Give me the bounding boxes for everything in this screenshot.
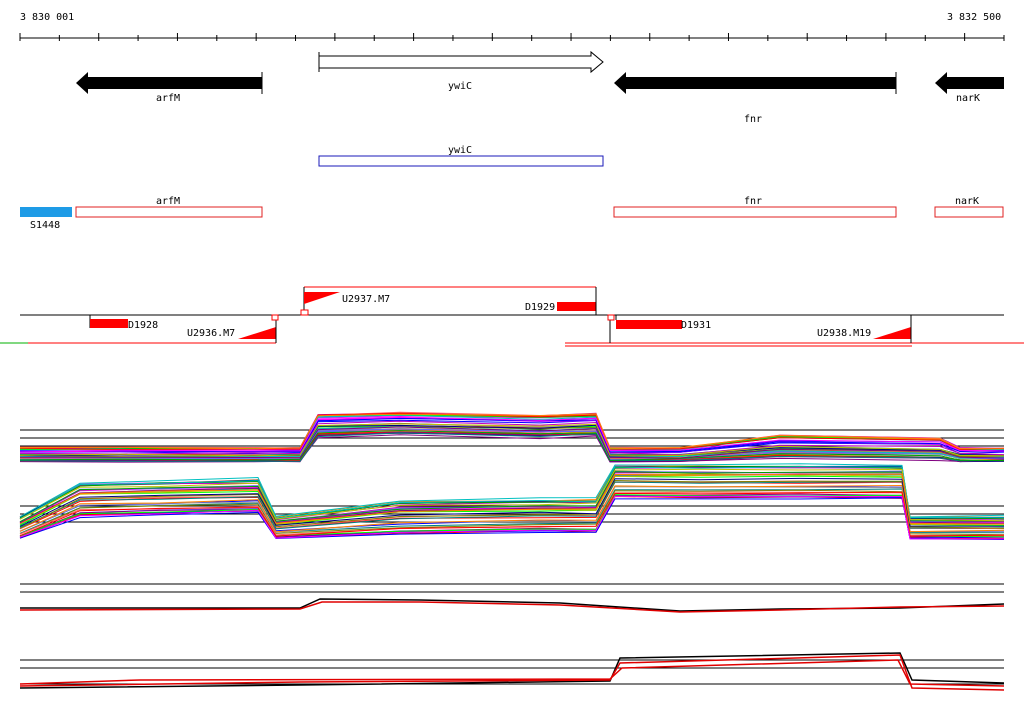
gene-arrow-ywiC[interactable] — [318, 50, 604, 74]
u2936-marker — [271, 314, 279, 321]
cds-label-ywiC: ywiC — [448, 145, 472, 156]
segment-D1931[interactable] — [616, 320, 682, 329]
expression-track-1 — [19, 411, 1005, 463]
gene-arrow-arfM[interactable] — [76, 72, 262, 94]
ruler-start-label: 3 830 001 — [20, 12, 75, 23]
ruler-ticks — [19, 33, 1005, 41]
expression-profile-line — [19, 654, 1005, 691]
gene-label-arfM: arfM — [156, 93, 180, 104]
segment-label-D1931: D1931 — [681, 320, 711, 331]
expression-profile-line — [19, 479, 1005, 529]
expression-profile-line — [19, 477, 1005, 527]
expression-profile-line — [19, 474, 1005, 526]
segment-U2938-M19[interactable] — [873, 327, 911, 339]
expression-track-2 — [19, 463, 1005, 540]
segment-D1928[interactable] — [90, 319, 128, 328]
expression-profile-line — [19, 468, 1005, 522]
segment-U2936-M7[interactable] — [238, 327, 276, 339]
expression-profile-line — [19, 413, 1004, 450]
expression-profile-line — [19, 481, 1005, 530]
expression-profile-line — [19, 466, 1005, 520]
expression-profile-line — [19, 471, 1005, 523]
expression-profile-line — [19, 480, 1005, 530]
expression-profile-line — [19, 497, 1005, 540]
expression-profile-line — [19, 494, 1005, 538]
expression-profile-line — [19, 475, 1005, 526]
feature-track[interactable]: S1448 arfM fnr narK — [20, 196, 1004, 231]
feature-label-narK: narK — [955, 196, 979, 207]
expression-profile-line — [19, 428, 1005, 460]
feature-box-arfM[interactable] — [75, 206, 263, 218]
gene-arrow-narK[interactable] — [935, 72, 1004, 94]
expression-profile-line — [19, 484, 1005, 533]
gene-track[interactable]: arfM ywiC fnr narK — [76, 50, 1004, 125]
segment-label-D1929: D1929 — [525, 302, 555, 313]
expression-profile-line — [19, 423, 1005, 457]
d1931-marker — [607, 314, 615, 321]
expression-profile-line — [19, 489, 1005, 536]
cds-box-ywiC[interactable] — [318, 155, 604, 167]
expression-profile-line — [19, 463, 1005, 518]
expression-profile-line — [19, 652, 1005, 689]
expression-profile-line — [19, 495, 1004, 540]
expression-profile-line — [19, 426, 1005, 459]
feature-label-fnr: fnr — [744, 196, 762, 207]
segment-label-U2936-M7: U2936.M7 — [187, 328, 235, 339]
expression-track-4 — [19, 652, 1005, 691]
expression-profile-line — [19, 430, 1005, 461]
feature-label-S1448: S1448 — [30, 220, 60, 231]
segment-D1929[interactable] — [557, 302, 596, 311]
expression-profile-line — [19, 486, 1005, 534]
ruler-end-label: 3 832 500 — [947, 12, 1002, 23]
u2937-marker — [300, 309, 309, 316]
expression-profile-line — [19, 659, 1005, 687]
feature-box-fnr[interactable] — [613, 206, 897, 218]
segment-label-D1928: D1928 — [128, 320, 158, 331]
feature-box-S1448[interactable] — [20, 207, 72, 217]
coordinate-ruler — [19, 33, 1005, 41]
expression-profile-line — [19, 417, 1005, 453]
segment-label-U2937-M7: U2937.M7 — [342, 294, 390, 305]
gene-arrow-fnr[interactable] — [614, 72, 896, 94]
segment-track[interactable]: D1928 U2936.M7 U2937.M7 D1929 D1931 U293… — [0, 286, 1024, 347]
segment-label-U2938-M19: U2938.M19 — [817, 328, 871, 339]
expression-profile-line — [19, 432, 1005, 462]
gene-label-narK: narK — [956, 93, 980, 104]
expression-profile-line — [19, 473, 1005, 525]
expression-profile-line — [19, 416, 1005, 453]
segment-U2937-M7[interactable] — [304, 292, 340, 304]
expression-profile-line — [19, 491, 1005, 537]
gene-label-ywiC: ywiC — [448, 81, 472, 92]
expression-profile-line — [19, 420, 1005, 456]
gene-label-fnr: fnr — [744, 114, 762, 125]
cds-track[interactable]: ywiC — [318, 145, 604, 167]
feature-label-arfM: arfM — [156, 196, 180, 207]
expression-track-3 — [19, 583, 1005, 613]
feature-box-narK[interactable] — [934, 206, 1004, 218]
expression-profile-line — [19, 601, 1005, 613]
